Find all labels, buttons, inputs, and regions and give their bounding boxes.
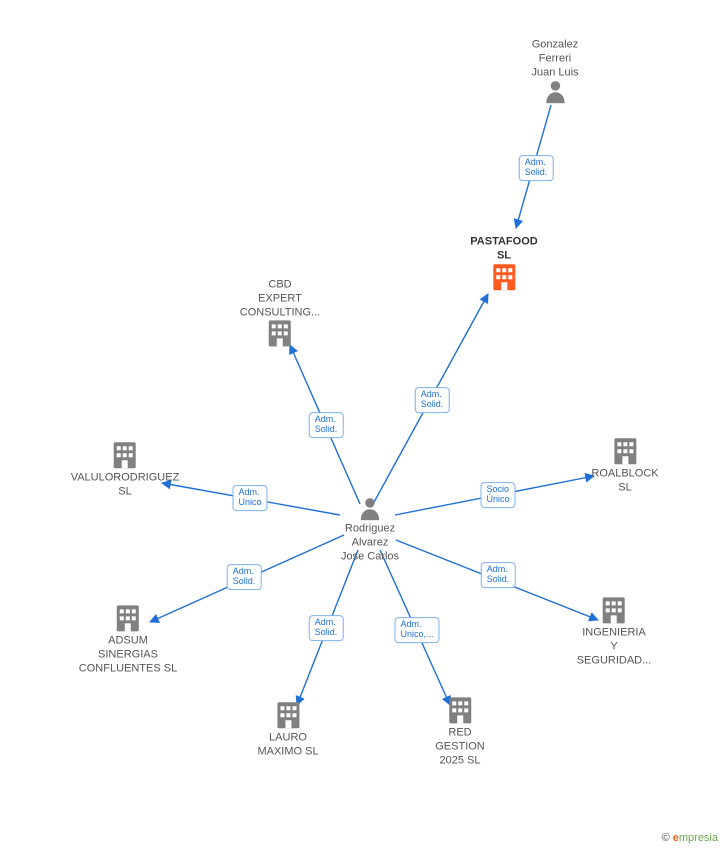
node-roalblock[interactable]: ROALBLOCK SL bbox=[591, 437, 658, 495]
node-label: Rodriguez Alvarez Jose Carlos bbox=[341, 522, 399, 563]
building-icon bbox=[115, 604, 141, 632]
node-adsum[interactable]: ADSUM SINERGIAS CONFLUENTES SL bbox=[79, 604, 177, 675]
edge-label-center-pastafood[interactable]: Adm. Solid. bbox=[415, 387, 450, 413]
node-redgest[interactable]: RED GESTION 2025 SL bbox=[435, 696, 485, 767]
node-label: RED GESTION 2025 SL bbox=[435, 726, 485, 767]
edge-label-center-ingenieria[interactable]: Adm. Solid. bbox=[481, 562, 516, 588]
node-lauro[interactable]: LAURO MAXIMO SL bbox=[257, 701, 318, 759]
node-label: CBD EXPERT CONSULTING... bbox=[240, 278, 320, 319]
copyright-symbol: © bbox=[662, 832, 670, 844]
node-label: INGENIERIA Y SEGURIDAD... bbox=[577, 626, 652, 667]
node-label: ADSUM SINERGIAS CONFLUENTES SL bbox=[79, 634, 177, 675]
node-label: ROALBLOCK SL bbox=[591, 467, 658, 495]
edge-label-center-roalblock[interactable]: Socio Único bbox=[480, 482, 515, 508]
node-cbd[interactable]: CBD EXPERT CONSULTING... bbox=[240, 276, 320, 347]
building-icon bbox=[112, 441, 138, 469]
person-icon bbox=[544, 80, 566, 104]
edge-label-center-redgest[interactable]: Adm. Unico,... bbox=[394, 617, 439, 643]
node-valulo[interactable]: VALULORODRIGUEZ SL bbox=[71, 441, 180, 499]
edge-label-center-adsum[interactable]: Adm. Solid. bbox=[227, 564, 262, 590]
node-pastafood[interactable]: PASTAFOOD SL bbox=[470, 233, 537, 291]
copyright: © empresia bbox=[662, 832, 718, 844]
building-icon bbox=[612, 437, 638, 465]
edge-label-center-valulo[interactable]: Adm. Unico bbox=[232, 485, 267, 511]
building-icon bbox=[491, 263, 517, 291]
node-label: LAURO MAXIMO SL bbox=[257, 731, 318, 759]
person-icon bbox=[359, 496, 381, 520]
building-icon bbox=[267, 320, 293, 348]
node-center[interactable]: Rodriguez Alvarez Jose Carlos bbox=[341, 496, 399, 563]
node-ingenieria[interactable]: INGENIERIA Y SEGURIDAD... bbox=[577, 596, 652, 667]
node-label: PASTAFOOD SL bbox=[470, 235, 537, 263]
edge-label-center-lauro[interactable]: Adm. Solid. bbox=[309, 615, 344, 641]
building-icon bbox=[275, 701, 301, 729]
node-label: Gonzalez Ferreri Juan Luis bbox=[531, 38, 578, 79]
edge-layer bbox=[0, 0, 728, 850]
edge-label-center-cbd[interactable]: Adm. Solid. bbox=[309, 412, 344, 438]
node-top_person[interactable]: Gonzalez Ferreri Juan Luis bbox=[531, 36, 578, 103]
node-label: VALULORODRIGUEZ SL bbox=[71, 471, 180, 499]
edge-label-top_person-pastafood[interactable]: Adm. Solid. bbox=[519, 155, 554, 181]
brand-rest: mpresia bbox=[679, 832, 718, 844]
building-icon bbox=[601, 596, 627, 624]
building-icon bbox=[447, 696, 473, 724]
